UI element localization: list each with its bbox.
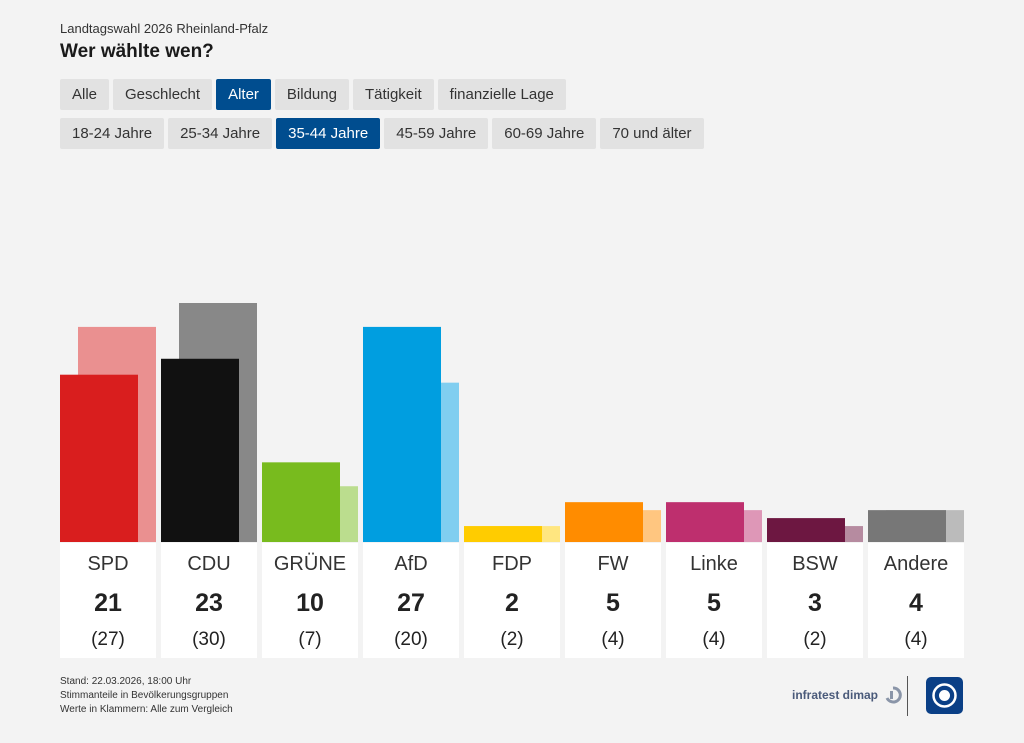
footer-notes: Stand: 22.03.2026, 18:00 Uhr Stimmanteil… (60, 675, 233, 717)
tab-35-44[interactable]: 35-44 Jahre (276, 118, 381, 149)
tagesschau-logo-icon (926, 677, 963, 714)
party-value: 2 (505, 589, 519, 617)
tab-finanzielle-lage[interactable]: finanzielle Lage (437, 79, 566, 110)
footer-stand: Stand: 22.03.2026, 18:00 Uhr (60, 676, 192, 687)
tab-45-59[interactable]: 45-59 Jahre (384, 118, 489, 149)
tab-25-34[interactable]: 25-34 Jahre (168, 118, 273, 149)
party-label-gr-ne: GRÜNE 10 (7) (262, 543, 358, 658)
footer-compare-note: Werte in Klammern: Alle zum Vergleich (60, 704, 233, 715)
party-compare-value: (4) (702, 629, 726, 650)
party-compare-value: (20) (394, 629, 428, 650)
infratest-logo: infratest dimap (792, 686, 902, 704)
bar-andere[interactable] (868, 510, 946, 542)
tab-geschlecht[interactable]: Geschlecht (113, 79, 213, 110)
party-value: 10 (296, 589, 324, 617)
bar-gr-ne[interactable] (262, 462, 340, 542)
party-name: CDU (187, 553, 231, 575)
party-compare-value: (4) (601, 629, 625, 650)
party-name: FDP (492, 553, 532, 575)
tab-taetigkeit[interactable]: Tätigkeit (352, 79, 434, 110)
party-label-fw: FW 5 (4) (565, 543, 661, 658)
party-label-andere: Andere 4 (4) (868, 543, 964, 658)
tab-70-plus[interactable]: 70 und älter (600, 118, 704, 149)
party-label-cdu: CDU 23 (30) (161, 543, 257, 658)
tab-bildung[interactable]: Bildung (274, 79, 349, 110)
bar-linke[interactable] (666, 502, 744, 542)
party-value: 23 (195, 589, 223, 617)
party-value: 27 (397, 589, 425, 617)
bar-bsw[interactable] (767, 518, 845, 542)
party-value: 5 (707, 589, 721, 617)
party-compare-value: (7) (298, 629, 322, 650)
kicker: Landtagswahl 2026 Rheinland-Pfalz (60, 21, 269, 36)
tab-alter[interactable]: Alter (216, 79, 271, 110)
party-name: Linke (690, 553, 738, 575)
party-value: 21 (94, 589, 122, 617)
party-label-fdp: FDP 2 (2) (464, 543, 560, 658)
party-name: Andere (883, 553, 949, 575)
footer-note: Stimmanteile in Bevölkerungsgruppen (60, 690, 229, 701)
party-compare-value: (30) (192, 629, 226, 650)
bar-cdu[interactable] (161, 358, 239, 542)
footer-divider (907, 676, 908, 716)
infratest-mark-icon (885, 686, 902, 704)
party-compare-value: (4) (904, 629, 928, 650)
bar-fw[interactable] (565, 502, 643, 542)
party-name: FW (597, 553, 629, 575)
tab-60-69[interactable]: 60-69 Jahre (492, 118, 597, 149)
party-name: GRÜNE (273, 553, 347, 575)
age-group-tabs: 18-24 Jahre 25-34 Jahre 35-44 Jahre 45-5… (60, 118, 704, 149)
infratest-brand: infratest dimap (792, 688, 879, 702)
party-name: SPD (87, 553, 129, 575)
party-label-linke: Linke 5 (4) (666, 543, 762, 658)
bar-spd[interactable] (60, 374, 138, 542)
party-compare-value: (2) (500, 629, 524, 650)
bar-afd[interactable] (363, 326, 441, 542)
party-value: 4 (909, 589, 923, 617)
party-name: AfD (394, 553, 428, 575)
bar-fdp[interactable] (464, 526, 542, 542)
tab-alle[interactable]: Alle (60, 79, 110, 110)
party-value: 3 (808, 589, 822, 617)
party-label-bsw: BSW 3 (2) (767, 543, 863, 658)
party-label-afd: AfD 27 (20) (363, 543, 459, 658)
party-label-spd: SPD 21 (27) (60, 543, 156, 658)
party-compare-value: (2) (803, 629, 827, 650)
page-title: Wer wählte wen? (60, 41, 214, 62)
party-value: 5 (606, 589, 620, 617)
tab-18-24[interactable]: 18-24 Jahre (60, 118, 165, 149)
category-tabs: Alle Geschlecht Alter Bildung Tätigkeit … (60, 79, 566, 110)
party-name: BSW (792, 553, 838, 575)
party-compare-value: (27) (91, 629, 125, 650)
